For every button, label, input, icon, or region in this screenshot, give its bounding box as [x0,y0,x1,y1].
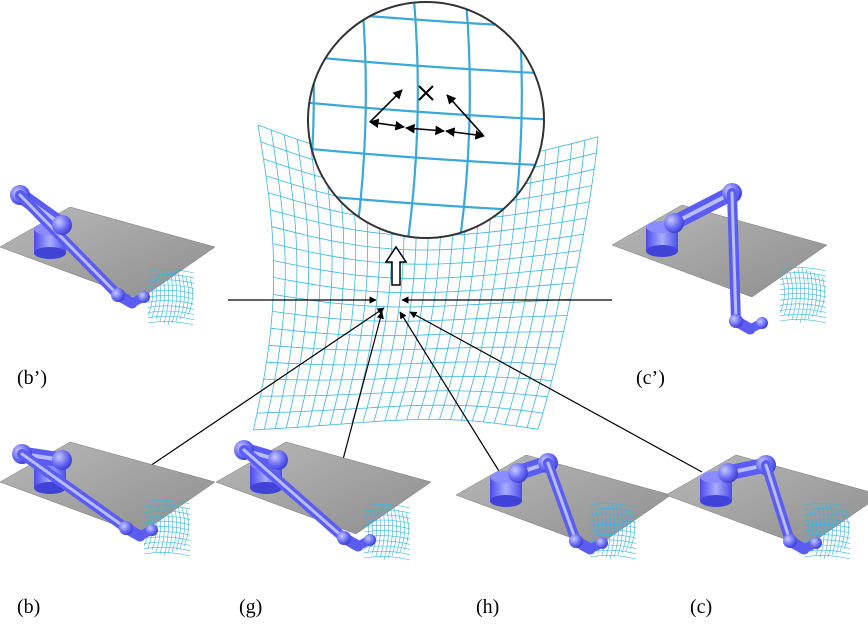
label-b-prime: (b’) [17,367,47,389]
label-c-prime: (c’) [636,367,665,389]
mesh-patch [589,502,637,560]
label-g: (g) [239,596,263,618]
robot-panel-b-prime [0,185,216,326]
robot-panel-b [0,441,216,557]
mesh-patch [779,266,827,324]
label-h: (h) [476,596,500,618]
robot-panel-c [665,454,868,560]
mesh-patch [143,499,191,557]
mesh-patch [363,503,411,561]
robot-panel-g [215,440,432,561]
robot-panel-h [455,453,672,560]
zoom-arrow-icon [384,245,408,286]
inset-arrows [369,89,485,140]
label-b: (b) [17,596,41,618]
zoom-inset [307,1,545,239]
cross-icon [418,85,434,101]
mesh-patch [803,502,851,560]
label-c: (c) [690,596,713,618]
mesh-patch [147,268,195,326]
robot-panel-c-prime [611,183,828,335]
connector-lines [149,296,703,493]
